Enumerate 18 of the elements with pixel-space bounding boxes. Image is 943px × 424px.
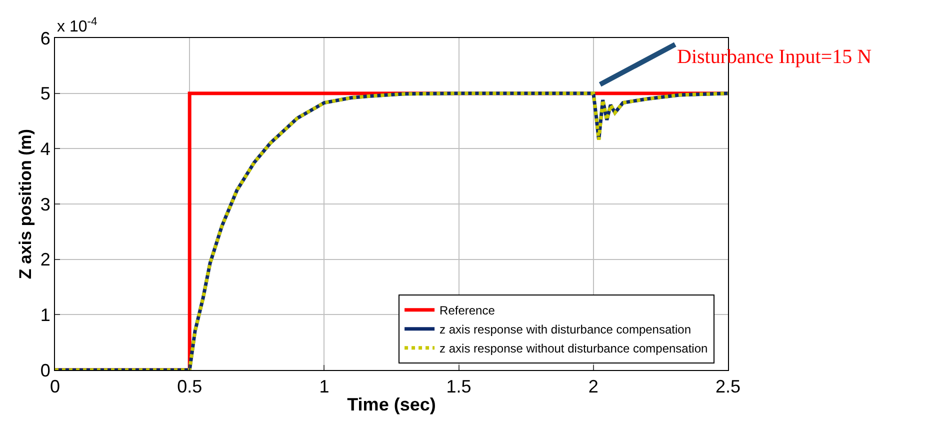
x-tick-label: 2.5 [715,376,741,397]
y-tick-label: 4 [40,138,50,159]
legend-label: z axis response without disturbance compensation [440,342,708,356]
y-tick-label: 3 [40,194,50,214]
x-axis-title: Time (sec) [347,394,436,415]
y-tick-label: 6 [40,28,50,48]
y-tick-label: 5 [40,84,50,104]
x-tick-label: 1.5 [446,376,472,397]
y-axis-title: Z axis position (m) [16,128,35,280]
text: x 10$^{-4}$ [57,16,98,36]
legend-label: Reference [440,304,496,318]
legend-label: z axis response with disturbance compensation [440,322,692,337]
y-tick-label: 1 [40,304,50,325]
y-tick-label: 2 [40,250,50,270]
x-tick-label: 1 [319,376,330,397]
x-tick-label: 2 [588,376,598,397]
y-tick-label: 0 [40,360,50,380]
x-tick-label: 0.5 [177,376,202,397]
